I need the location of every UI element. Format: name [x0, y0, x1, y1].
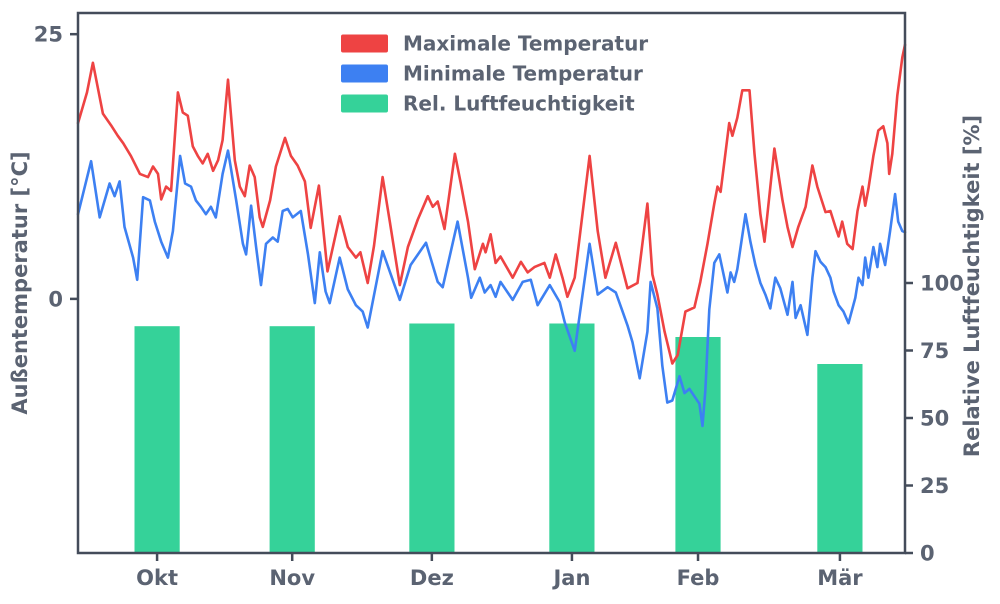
x-tick-label-dez: Dez	[410, 566, 454, 590]
humidity-bar-nov	[269, 326, 315, 553]
humidity-bar-jan	[549, 323, 595, 553]
x-tick-label-feb: Feb	[677, 566, 720, 590]
humidity-bar-feb	[675, 337, 721, 553]
x-tick-label-okt: Okt	[136, 566, 178, 590]
legend-swatch-2	[341, 64, 388, 83]
temperature-lines-group	[76, 43, 907, 428]
legend-swatch-3	[341, 94, 388, 113]
humidity-bars-group	[134, 323, 863, 553]
axis-ticks-group: 0 25 0 25 50 75 100 Okt Nov Dez Jan Feb Mär	[34, 23, 964, 590]
x-tick-label-mär: Mär	[817, 566, 863, 590]
right-tick-label-50: 50	[920, 407, 949, 431]
left-axis-label: Außentemperatur [°C]	[8, 151, 32, 414]
x-tick-label-jan: Jan	[551, 566, 590, 590]
right-axis-label: Relative Luftfeuchtigkeit [%]	[960, 115, 984, 457]
legend-label-3: Rel. Luftfeuchtigkeit	[403, 92, 635, 116]
right-tick-label-75: 75	[920, 339, 949, 363]
legend-label-1: Maximale Temperatur	[403, 32, 648, 56]
left-tick-label-25: 25	[34, 23, 63, 47]
x-tick-label-nov: Nov	[269, 566, 315, 590]
humidity-bar-mär	[817, 364, 863, 553]
left-tick-label-0: 0	[48, 287, 63, 311]
legend: Maximale Temperatur Minimale Temperatur Re…	[341, 32, 648, 116]
legend-label-2: Minimale Temperatur	[403, 62, 643, 86]
humidity-bar-dez	[409, 323, 455, 553]
min-temp-line	[76, 149, 907, 428]
right-tick-label-100: 100	[920, 272, 964, 296]
right-tick-label-25: 25	[920, 474, 949, 498]
max-temp-line	[76, 43, 907, 365]
legend-swatch-1	[341, 34, 388, 53]
humidity-bar-okt	[134, 326, 180, 553]
right-tick-label-0: 0	[920, 542, 935, 566]
